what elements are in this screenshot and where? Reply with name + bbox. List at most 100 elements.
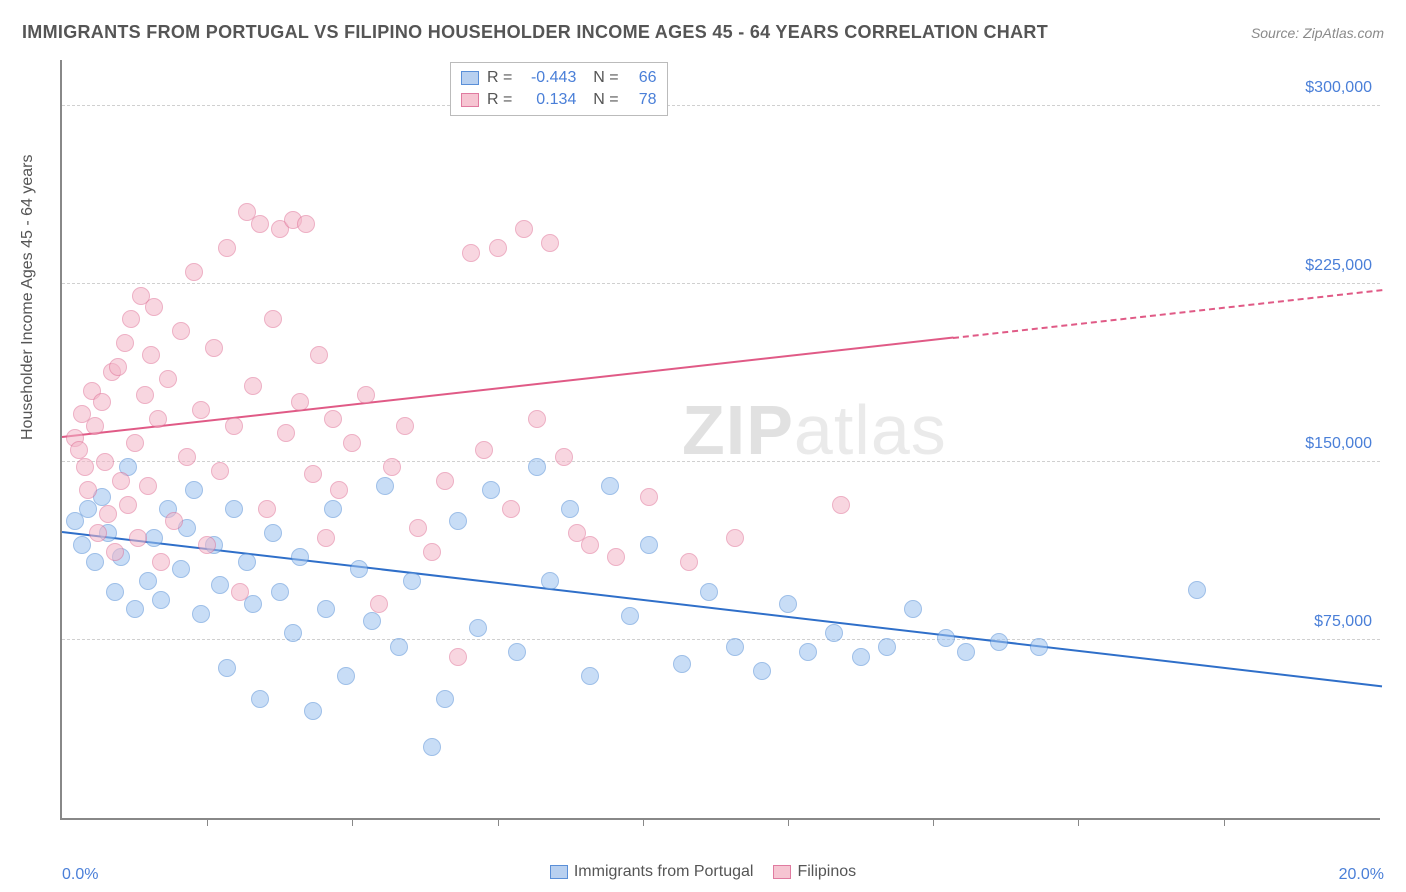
legend-swatch [461, 93, 479, 107]
marker-portugal [238, 553, 256, 571]
marker-filipinos [152, 553, 170, 571]
marker-filipinos [205, 339, 223, 357]
marker-portugal [937, 629, 955, 647]
marker-filipinos [357, 386, 375, 404]
marker-filipinos [116, 334, 134, 352]
marker-filipinos [165, 512, 183, 530]
marker-filipinos [251, 215, 269, 233]
marker-filipinos [555, 448, 573, 466]
marker-filipinos [99, 505, 117, 523]
marker-filipinos [106, 543, 124, 561]
marker-portugal [726, 638, 744, 656]
marker-filipinos [172, 322, 190, 340]
marker-filipinos [89, 524, 107, 542]
marker-filipinos [178, 448, 196, 466]
x-tick [207, 818, 208, 826]
marker-portugal [225, 500, 243, 518]
marker-filipinos [258, 500, 276, 518]
marker-filipinos [70, 441, 88, 459]
marker-filipinos [93, 393, 111, 411]
marker-portugal [324, 500, 342, 518]
marker-filipinos [96, 453, 114, 471]
marker-filipinos [142, 346, 160, 364]
marker-filipinos [277, 424, 295, 442]
marker-filipinos [136, 386, 154, 404]
marker-portugal [852, 648, 870, 666]
marker-filipinos [489, 239, 507, 257]
marker-filipinos [436, 472, 454, 490]
marker-filipinos [343, 434, 361, 452]
marker-portugal [482, 481, 500, 499]
marker-filipinos [409, 519, 427, 537]
n-value: 78 [627, 89, 657, 111]
x-tick [1224, 818, 1225, 826]
marker-portugal [145, 529, 163, 547]
marker-filipinos [192, 401, 210, 419]
marker-filipinos [225, 417, 243, 435]
marker-filipinos [515, 220, 533, 238]
marker-filipinos [297, 215, 315, 233]
marker-portugal [403, 572, 421, 590]
marker-filipinos [112, 472, 130, 490]
marker-filipinos [218, 239, 236, 257]
marker-filipinos [122, 310, 140, 328]
x-tick [788, 818, 789, 826]
marker-portugal [1188, 581, 1206, 599]
marker-filipinos [119, 496, 137, 514]
marker-portugal [753, 662, 771, 680]
marker-filipinos [396, 417, 414, 435]
marker-portugal [904, 600, 922, 618]
watermark-light: atlas [794, 391, 947, 469]
marker-portugal [436, 690, 454, 708]
marker-portugal [185, 481, 203, 499]
x-tick [352, 818, 353, 826]
marker-portugal [825, 624, 843, 642]
marker-filipinos [244, 377, 262, 395]
marker-portugal [376, 477, 394, 495]
n-label: N = [584, 67, 618, 89]
marker-filipinos [145, 298, 163, 316]
marker-filipinos [832, 496, 850, 514]
marker-portugal [73, 536, 91, 554]
marker-filipinos [528, 410, 546, 428]
marker-portugal [192, 605, 210, 623]
marker-portugal [152, 591, 170, 609]
legend-swatch [550, 865, 568, 879]
marker-filipinos [126, 434, 144, 452]
y-tick-label: $225,000 [1303, 257, 1374, 275]
n-value: 66 [627, 67, 657, 89]
marker-portugal [640, 536, 658, 554]
marker-portugal [264, 524, 282, 542]
marker-filipinos [291, 393, 309, 411]
marker-portugal [211, 576, 229, 594]
marker-portugal [172, 560, 190, 578]
marker-filipinos [76, 458, 94, 476]
y-tick-label: $300,000 [1303, 79, 1374, 97]
r-label: R = [487, 67, 512, 89]
r-value: 0.134 [520, 89, 576, 111]
plot-area: ZIPatlas $75,000$150,000$225,000$300,000 [60, 60, 1380, 820]
legend-label: Immigrants from Portugal [574, 863, 754, 881]
watermark-bold: ZIP [682, 391, 794, 469]
gridline [62, 461, 1380, 462]
marker-filipinos [541, 234, 559, 252]
marker-portugal [779, 595, 797, 613]
n-label: N = [584, 89, 618, 111]
marker-portugal [284, 624, 302, 642]
marker-portugal [561, 500, 579, 518]
chart-title: IMMIGRANTS FROM PORTUGAL VS FILIPINO HOU… [22, 22, 1048, 43]
marker-portugal [337, 667, 355, 685]
r-label: R = [487, 89, 512, 111]
gridline [62, 105, 1380, 106]
marker-portugal [528, 458, 546, 476]
marker-portugal [700, 583, 718, 601]
marker-portugal [106, 583, 124, 601]
r-value: -0.443 [520, 67, 576, 89]
marker-portugal [317, 600, 335, 618]
marker-filipinos [317, 529, 335, 547]
marker-filipinos [310, 346, 328, 364]
marker-filipinos [383, 458, 401, 476]
marker-portugal [304, 702, 322, 720]
legend-series: Immigrants from PortugalFilipinos [0, 863, 1406, 884]
marker-filipinos [502, 500, 520, 518]
